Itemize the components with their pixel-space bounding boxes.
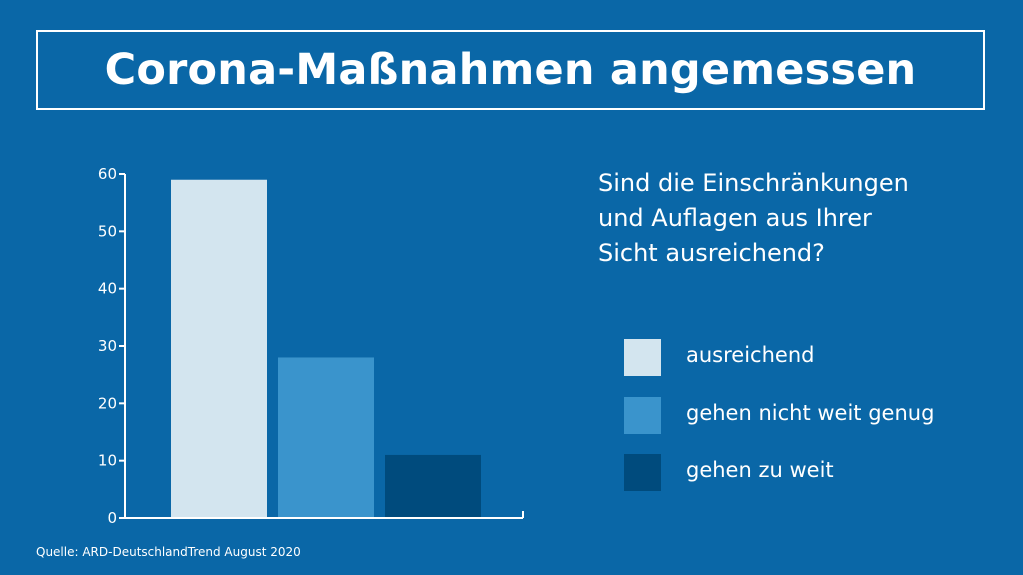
legend-label-gehen-zu-weit: gehen zu weit [686, 458, 834, 482]
legend-label-ausreichend: ausreichend [686, 343, 815, 367]
y-tick-label-40: 40 [98, 280, 117, 298]
y-tick-label-30: 30 [98, 337, 117, 355]
y-tick-label-60: 60 [98, 165, 117, 183]
legend-item-gehen-zu-weit: gehen zu weit [624, 454, 984, 492]
question-line-3: Sicht ausreichend? [598, 239, 825, 267]
y-tick-label-10: 10 [98, 452, 117, 470]
source-note: Quelle: ARD-DeutschlandTrend August 2020 [36, 545, 301, 559]
page-title: Corona-Maßnahmen angemessen [104, 45, 917, 95]
bar-gehen-zu-weit [385, 454, 481, 518]
legend-item-ausreichend: ausreichend [624, 339, 984, 377]
question-line-1: Sind die Einschränkungen [598, 169, 909, 197]
y-axis: 0 10 20 30 40 50 60 [98, 165, 126, 527]
bar-gehen-nicht-weit-genug [278, 357, 374, 518]
y-tick-label-0: 0 [107, 509, 117, 527]
legend-label-gehen-nicht-weit-genug: gehen nicht weit genug [686, 401, 935, 425]
bars [171, 179, 481, 518]
x-axis [124, 511, 524, 519]
bar-ausreichend [171, 179, 267, 518]
legend-item-gehen-nicht-weit-genug: gehen nicht weit genug [624, 397, 984, 435]
legend-swatch-ausreichend [624, 339, 661, 376]
y-tick-label-50: 50 [98, 222, 117, 240]
question-text: Sind die Einschränkungen und Auflagen au… [598, 166, 998, 271]
y-tick-label-20: 20 [98, 394, 117, 412]
question-line-2: und Auflagen aus Ihrer [598, 204, 872, 232]
legend-swatch-gehen-zu-weit [624, 454, 661, 491]
title-box: Corona-Maßnahmen angemessen [36, 30, 985, 110]
legend-swatch-gehen-nicht-weit-genug [624, 397, 661, 434]
